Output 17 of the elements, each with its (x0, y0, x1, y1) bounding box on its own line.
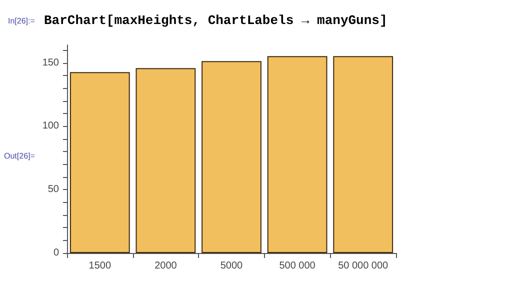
bar (136, 68, 196, 253)
text: In[26]:= (8, 16, 36, 26)
y-tick-label: 0 (53, 248, 60, 258)
chart-title: BarChart[maxHeights, ChartLabels → manyGuns] (44, 13, 388, 28)
x-tick-label: 1500 (88, 260, 112, 272)
bar (202, 61, 262, 253)
y-tick-label: 150 (42, 57, 60, 68)
x-tick-label: 500 000 (279, 260, 316, 272)
y-tick-label: 50 (48, 184, 60, 196)
y-tick-label: 100 (42, 120, 60, 132)
x-tick-label: 5000 (220, 260, 244, 272)
text: Out[26]= (4, 152, 36, 160)
bar (267, 56, 328, 253)
x-tick-label: 50 000 000 (338, 260, 389, 272)
bar (333, 56, 394, 253)
x-tick-label: 2000 (154, 260, 178, 272)
bar (70, 72, 130, 253)
